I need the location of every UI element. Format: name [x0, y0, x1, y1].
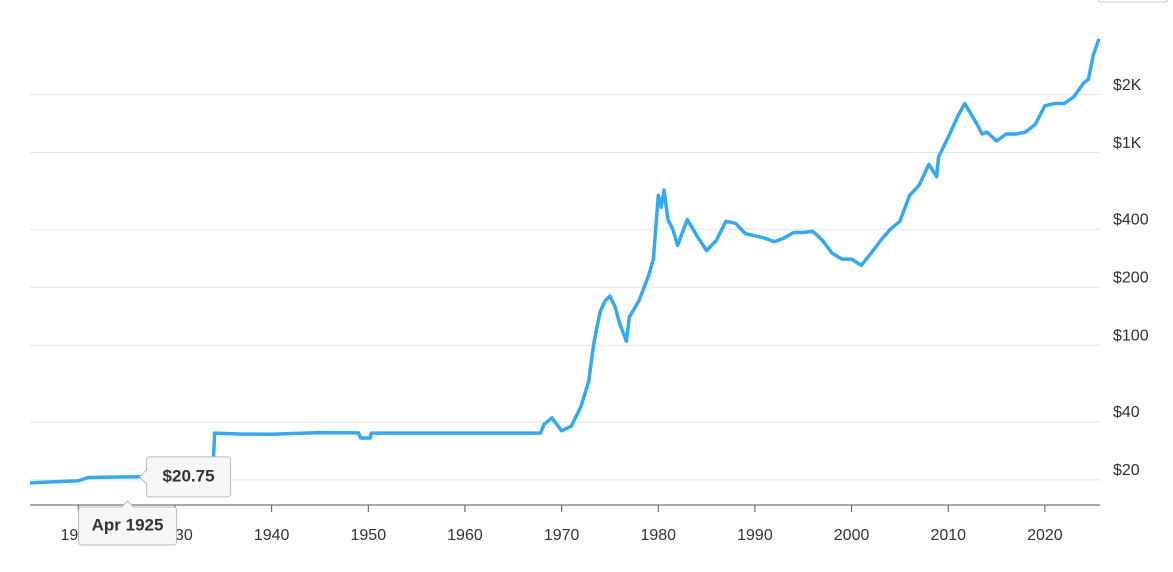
- x-tick-label: 1950: [351, 527, 387, 544]
- price-line: [29, 38, 1101, 485]
- y-tick-label: $100: [1113, 328, 1149, 345]
- y-tick-label: $400: [1113, 212, 1149, 229]
- menu-button[interactable]: [1097, 0, 1169, 3]
- tooltip-value-box: [138, 456, 232, 498]
- y-tick-label: $2K: [1113, 77, 1142, 94]
- tooltip-value: $20.75: [163, 466, 215, 485]
- x-tick-label: 2020: [1027, 527, 1063, 544]
- x-tick-label: 2010: [930, 527, 966, 544]
- x-tick-label: 1980: [640, 527, 676, 544]
- y-tick-label: $200: [1113, 270, 1149, 287]
- x-tick-label: 1990: [737, 527, 773, 544]
- tooltip-date: Apr 1925: [92, 515, 164, 534]
- x-tick-label: 1970: [544, 527, 580, 544]
- x-tick-label: 1960: [447, 527, 483, 544]
- tooltip-date-box: [78, 500, 178, 546]
- y-tick-label: $1K: [1113, 135, 1142, 152]
- y-tick-label: $40: [1113, 404, 1140, 421]
- tooltip: $20.75 Apr 1925: [78, 456, 232, 546]
- x-tick-label: 2000: [834, 527, 870, 544]
- y-tick-label: $20: [1113, 462, 1140, 479]
- x-tick-label: 1940: [254, 527, 290, 544]
